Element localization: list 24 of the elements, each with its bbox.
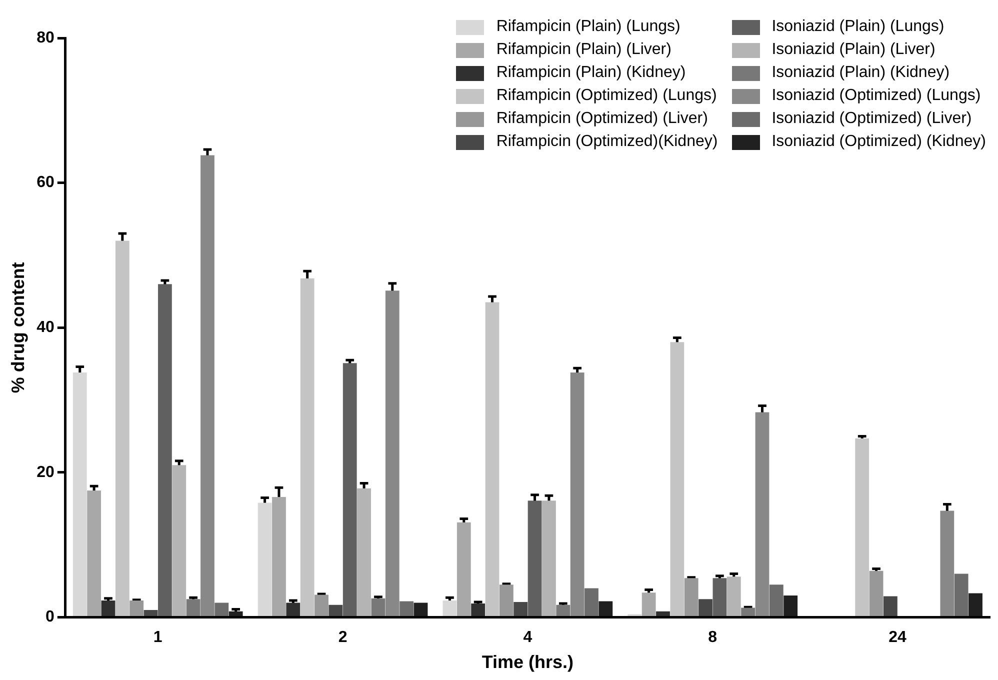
x-tick-label: 4 — [523, 629, 532, 646]
x-tick-label: 24 — [888, 629, 907, 646]
legend-label: Isoniazid (Plain) (Liver) — [772, 41, 936, 59]
y-axis-title: % drug content — [8, 262, 28, 394]
y-tick-label: 80 — [36, 29, 54, 46]
legend-label: Rifampicin (Optimized) (Liver) — [496, 110, 708, 128]
legend-label: Rifampicin (Optimized)(Kidney) — [496, 133, 718, 151]
x-tick-label: 1 — [153, 629, 162, 646]
x-axis-title: Time (hrs.) — [482, 652, 574, 672]
legend-label: Isoniazid (Optimized) (Lungs) — [772, 87, 981, 105]
y-tick-label: 0 — [45, 608, 54, 626]
legend-label: Rifampicin (Optimized) (Lungs) — [496, 87, 717, 105]
legend-label: Isoniazid (Plain) (Lungs) — [772, 18, 944, 36]
x-tick-label: 8 — [708, 629, 718, 646]
legend-label: Isoniazid (Optimized) (Liver) — [772, 110, 972, 128]
legend-label: Isoniazid (Plain) (Kidney) — [772, 64, 950, 82]
y-tick-label: 40 — [36, 319, 54, 336]
y-tick-label: 60 — [36, 174, 54, 192]
legend-label: Rifampicin (Plain) (Kidney) — [496, 64, 686, 82]
legend-label: Rifampicin (Plain) (Lungs) — [496, 18, 680, 36]
x-tick-label: 2 — [338, 629, 348, 646]
y-tick-label: 20 — [36, 464, 54, 481]
legend-label: Rifampicin (Plain) (Liver) — [496, 41, 672, 59]
legend-label: Isoniazid (Optimized) (Kidney) — [772, 133, 986, 151]
